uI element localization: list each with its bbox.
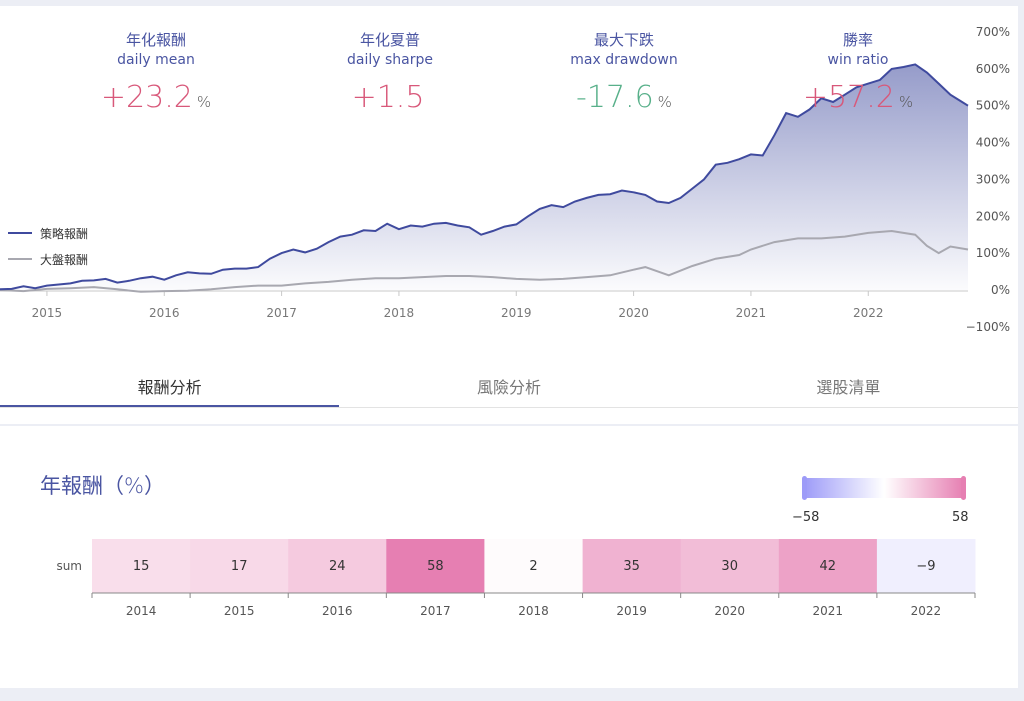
legend-swatch [8, 232, 32, 234]
legend-item-benchmark[interactable]: 大盤報酬 [8, 246, 88, 272]
x-tick-label: 2022 [853, 306, 884, 320]
metric-number: -17.6 [576, 80, 654, 115]
metric-annual-sharpe: 年化夏普 daily sharpe +1.5 [290, 30, 490, 120]
scale-max-handle[interactable] [961, 476, 966, 500]
heatmap-cell [680, 539, 780, 593]
heatmap-cell-value: 2 [529, 559, 537, 574]
benchmark-return-line [0, 229, 969, 293]
heatmap-cell-value: 24 [329, 559, 346, 574]
color-scale-slider [802, 476, 966, 500]
heatmap-cell-value: 42 [820, 559, 837, 574]
metric-max-drawdown: 最大下跌 max drawdown -17.6% [524, 30, 724, 120]
heatmap-x-label: 2016 [322, 604, 353, 618]
metric-title-zh: 最大下跌 [593, 31, 654, 49]
strategy-area [0, 64, 968, 291]
tab-stock-list[interactable]: 選股清單 [816, 378, 881, 397]
heatmap-x-label: 2015 [224, 604, 255, 618]
heatmap-x-label: 2019 [616, 604, 647, 618]
scale-min-handle[interactable] [802, 476, 807, 500]
performance-card: 700% 600% 500% 400% 300% 200% 100% 0% −100% 2015 2… [0, 6, 1018, 424]
metric-unit: % [898, 93, 914, 111]
x-tick-label: 2018 [384, 306, 415, 320]
x-tick-label: 2015 [32, 306, 63, 320]
metric-value: +57.2% [758, 80, 958, 120]
heatmap-cell [484, 539, 583, 593]
metric-title-en: daily sharpe [347, 52, 433, 68]
metric-annual-return: 年化報酬 daily mean +23.2% [56, 30, 256, 120]
metric-title-zh: 年化夏普 [359, 31, 420, 49]
heatmap-x-label: 2021 [813, 604, 844, 618]
heatmap-cell [288, 539, 387, 593]
heatmap-cell-value: 35 [623, 559, 640, 574]
y-tick-label: 0% [991, 283, 1010, 297]
analysis-tabs: 報酬分析 風險分析 選股清單 [0, 370, 1018, 408]
y-tick-label: 100% [976, 246, 1010, 260]
y-tick-label: 300% [976, 172, 1010, 186]
legend-label: 大盤報酬 [40, 252, 89, 267]
heatmap-cell [190, 539, 289, 593]
color-scale-bar [804, 478, 964, 498]
heatmap-x-label: 2017 [420, 604, 451, 618]
heatmap-cell-value: −9 [916, 559, 935, 574]
metric-value: -17.6% [524, 80, 724, 120]
heatmap-cell [386, 539, 485, 593]
heatmap-x-label: 2018 [518, 604, 549, 618]
strategy-return-line [0, 63, 969, 291]
heatmap-x-label: 2014 [126, 604, 157, 618]
heatmap-cell-value: 58 [427, 559, 444, 574]
scale-max-label: 58 [952, 510, 969, 525]
tab-risk-analysis[interactable]: 風險分析 [476, 378, 541, 397]
metric-title-en: max drawdown [570, 52, 678, 68]
annual-return-heatmap: sum 15 17 24 58 2 35 30 42 −9 2014 2015 2016 2017 2018… [56, 539, 976, 618]
heatmap-cell [876, 539, 976, 593]
legend-label: 策略報酬 [40, 226, 89, 241]
y-tick-label: −100% [966, 320, 1010, 334]
x-tick-label: 2021 [736, 306, 767, 320]
annual-return-card: 年報酬（%） −58 58 sum 15 17 24 58 2 35 30 42 −9 2014 20… [0, 426, 1018, 688]
heatmap-cell [778, 539, 878, 593]
heatmap-cell [582, 539, 682, 593]
x-tick-label: 2020 [618, 306, 649, 320]
heatmap-cell-value: 17 [231, 559, 248, 574]
performance-chart: 700% 600% 500% 400% 300% 200% 100% 0% −100% 2015 2… [0, 25, 1010, 334]
heatmap-x-label: 2022 [911, 604, 942, 618]
y-tick-label: 600% [976, 62, 1010, 76]
tab-return-analysis[interactable]: 報酬分析 [0, 370, 340, 407]
heatmap-row-label: sum [56, 559, 82, 573]
y-tick-label: 500% [976, 99, 1010, 113]
heatmap-title: 年報酬（%） [40, 474, 165, 498]
metric-title-zh: 勝率 [842, 31, 873, 49]
heatmap-cell-value: 30 [721, 559, 738, 574]
metric-unit: % [657, 93, 672, 111]
metric-title-zh: 年化報酬 [125, 31, 186, 49]
y-tick-label: 200% [976, 209, 1010, 223]
metric-value: +23.2% [56, 80, 256, 120]
heatmap-cell-value: 15 [133, 559, 150, 574]
y-tick-label: 400% [976, 136, 1010, 150]
x-tick-label: 2016 [149, 306, 180, 320]
metric-title-en: win ratio [827, 52, 889, 68]
metric-value: +1.5 [290, 80, 490, 120]
metric-unit: % [196, 93, 212, 111]
legend-swatch [8, 258, 32, 260]
chart-legend: 策略報酬 大盤報酬 [8, 220, 88, 272]
heatmap-cell [92, 539, 191, 593]
scale-min-label: −58 [792, 510, 820, 525]
heatmap-x-label: 2020 [714, 604, 745, 618]
x-tick-label: 2019 [501, 306, 532, 320]
metric-win-ratio: 勝率 win ratio +57.2% [758, 30, 958, 120]
metric-title-en: daily mean [117, 52, 195, 68]
metric-number: +23.2 [100, 80, 193, 115]
legend-item-strategy[interactable]: 策略報酬 [8, 220, 88, 246]
metric-number: +1.5 [351, 80, 425, 115]
x-tick-label: 2017 [266, 306, 297, 320]
y-tick-label: 700% [976, 25, 1010, 39]
metric-number: +57.2 [802, 80, 895, 115]
